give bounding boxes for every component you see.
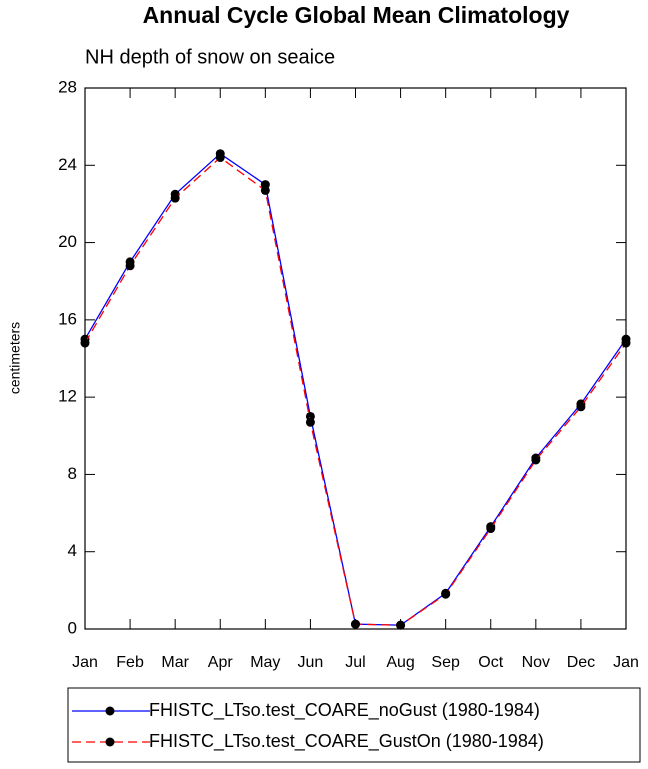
y-tick-label: 24: [58, 155, 77, 174]
series-line: [84, 156, 627, 626]
x-tick-label: Apr: [208, 654, 234, 671]
chart-title: Annual Cycle Global Mean Climatology: [143, 2, 570, 28]
y-tick-label: 0: [68, 618, 77, 637]
x-tick-label: Oct: [478, 654, 503, 671]
x-tick-label: Dec: [567, 654, 595, 671]
x-tick-label: Sep: [431, 654, 460, 671]
x-tick-label: Aug: [386, 654, 414, 671]
x-tick-label: Jul: [345, 654, 365, 671]
y-tick-label: 16: [58, 309, 77, 328]
point: [441, 589, 451, 599]
point: [531, 455, 541, 465]
point: [125, 261, 135, 271]
point: [305, 417, 315, 427]
legend-box: [67, 687, 641, 763]
point: [80, 338, 90, 348]
point: [621, 338, 631, 348]
x-tick-label: Feb: [116, 654, 144, 671]
point: [576, 402, 586, 412]
legend-label: FHISTC_LTso.test_COARE_noGust (1980-1984…: [149, 700, 540, 721]
x-tick-label: Jan: [613, 654, 639, 671]
point: [215, 153, 225, 163]
x-tick-label: May: [250, 654, 280, 671]
y-tick-label: 4: [68, 541, 77, 560]
x-tick-label: Jun: [298, 654, 324, 671]
legend-marker: [105, 706, 115, 716]
y-tick-label: 20: [58, 232, 77, 251]
y-tick-label: 12: [58, 387, 77, 406]
x-tick-label: Mar: [161, 654, 189, 671]
point: [170, 193, 180, 203]
series-line: [84, 152, 627, 626]
point: [351, 619, 360, 629]
plot-frame: [84, 87, 627, 630]
legend-label: FHISTC_LTso.test_COARE_GustOn (1980-1984…: [149, 731, 544, 752]
y-tick-label: 8: [68, 464, 77, 483]
y-tick-label: 28: [58, 77, 77, 96]
point: [260, 185, 270, 195]
point: [396, 620, 406, 630]
x-tick-label: Jan: [72, 654, 98, 671]
x-tick-label: Nov: [522, 654, 550, 671]
point: [486, 524, 496, 534]
legend-marker: [105, 737, 115, 747]
y-axis-label: centimeters: [7, 322, 23, 394]
chart-subtitle: NH depth of snow on seaice: [85, 46, 335, 68]
